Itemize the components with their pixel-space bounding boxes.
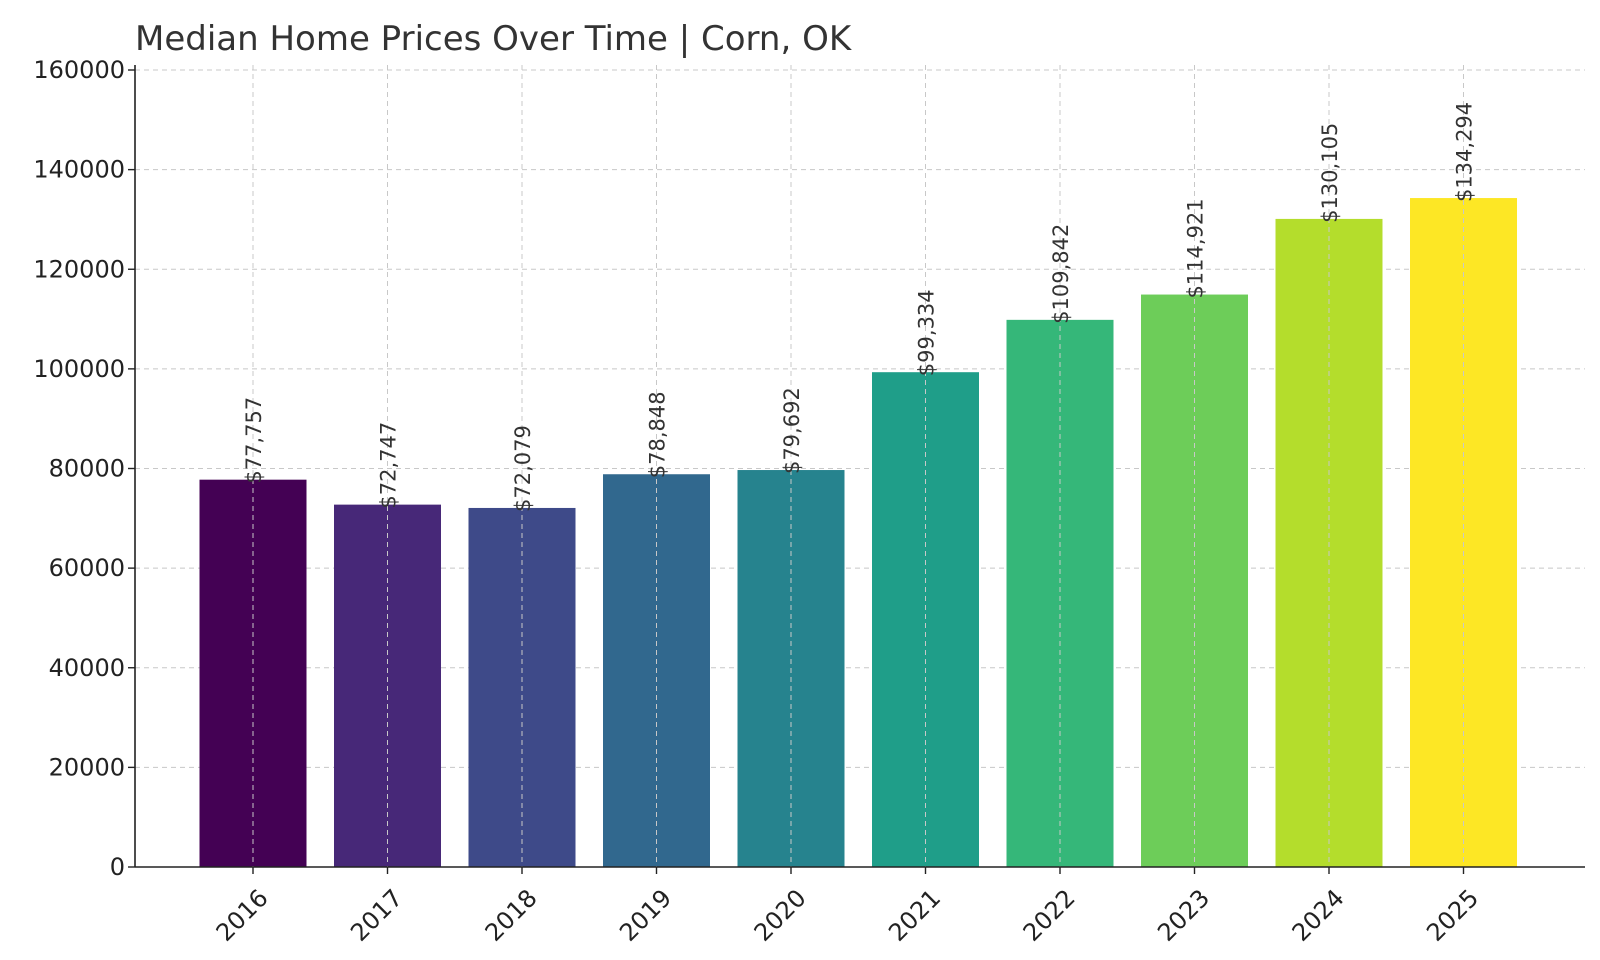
y-tick-label: 20000 — [49, 753, 125, 781]
x-tick-label: 2021 — [883, 884, 946, 947]
x-tick-label: 2024 — [1287, 884, 1350, 947]
bar-value-label: $77,757 — [242, 397, 266, 484]
bar-value-label: $78,848 — [646, 391, 670, 478]
x-tick-label: 2022 — [1018, 884, 1081, 947]
x-grid — [252, 65, 1464, 867]
chart-title: Median Home Prices Over Time | Corn, OK — [135, 19, 853, 59]
x-tick-label: 2019 — [614, 884, 677, 947]
bar-value-label: $130,105 — [1318, 123, 1342, 223]
bar-2025 — [1410, 198, 1517, 867]
x-tick-label: 2020 — [749, 884, 812, 947]
bar-value-label: $72,079 — [511, 425, 535, 512]
y-tick-label: 40000 — [49, 654, 125, 682]
bar-value-label: $72,747 — [377, 422, 401, 509]
bars — [199, 198, 1517, 867]
bar-value-label: $114,921 — [1184, 198, 1208, 298]
y-tick-label: 100000 — [33, 355, 125, 383]
bar-value-label: $134,294 — [1453, 102, 1477, 202]
x-tick-label: 2017 — [345, 884, 408, 947]
bar-value-label: $109,842 — [1049, 224, 1073, 324]
y-tick-label: 0 — [110, 853, 125, 881]
bar-value-label: $79,692 — [780, 387, 804, 474]
x-tick-label: 2025 — [1421, 884, 1484, 947]
x-tick-label: 2023 — [1152, 884, 1215, 947]
x-tick-label: 2018 — [480, 884, 543, 947]
bar-value-labels: $77,757 $72,747 $72,079 $78,848 $79,692 $99,3… — [242, 102, 1477, 512]
x-tick-label: 2016 — [211, 884, 274, 947]
y-tick-label: 140000 — [33, 156, 125, 184]
y-tick-label: 160000 — [33, 56, 125, 84]
bar-value-label: $99,334 — [915, 289, 939, 376]
y-tick-label: 60000 — [49, 554, 125, 582]
y-tick-label: 80000 — [49, 455, 125, 483]
y-tick-label: 120000 — [33, 255, 125, 283]
